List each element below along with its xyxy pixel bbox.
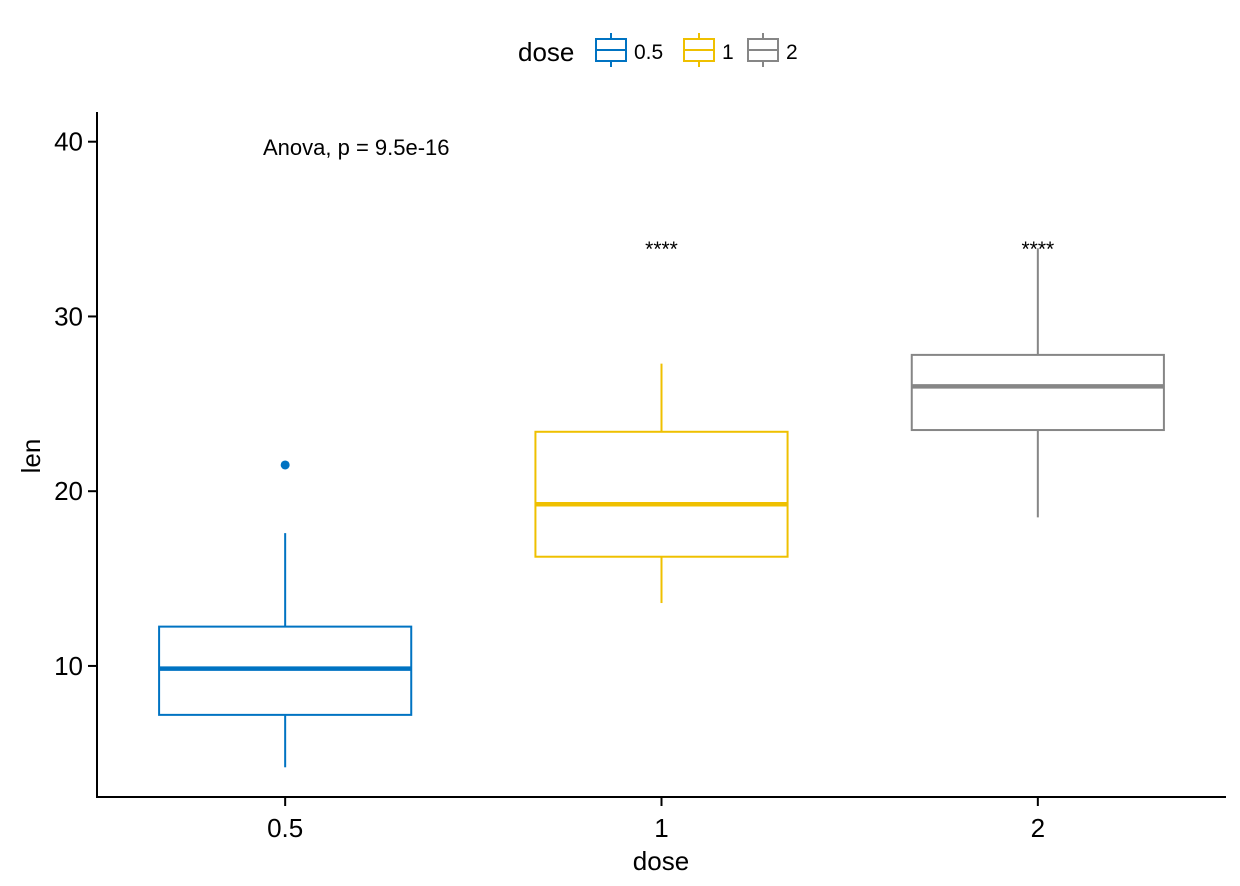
legend: dose 0.5 1 2 bbox=[518, 33, 798, 67]
x-tick-label: 0.5 bbox=[267, 813, 303, 843]
legend-item-2: 2 bbox=[747, 33, 798, 67]
y-tick-label: 20 bbox=[54, 476, 83, 506]
significance-label: **** bbox=[645, 238, 678, 261]
box-0.5 bbox=[158, 460, 413, 768]
legend-item-1: 1 bbox=[683, 33, 734, 67]
y-axis-label: len bbox=[16, 439, 46, 474]
box-1: **** bbox=[534, 238, 789, 604]
box-2: **** bbox=[910, 238, 1165, 518]
x-tick-label: 1 bbox=[654, 813, 668, 843]
axes: dose len 10 20 30 40 0.5 1 2 bbox=[16, 112, 1226, 876]
x-tick-label: 2 bbox=[1031, 813, 1045, 843]
y-tick-label: 40 bbox=[54, 127, 83, 157]
outlier-point bbox=[280, 460, 290, 470]
y-tick-label: 30 bbox=[54, 301, 83, 331]
significance-label: **** bbox=[1021, 238, 1054, 261]
legend-label: 1 bbox=[722, 41, 734, 64]
legend-item-0.5: 0.5 bbox=[595, 33, 663, 67]
plot-area: **** **** bbox=[158, 238, 1165, 768]
legend-label: 2 bbox=[786, 41, 798, 64]
x-axis-label: dose bbox=[633, 846, 689, 876]
iqr-box bbox=[910, 353, 1165, 432]
iqr-box bbox=[534, 430, 789, 558]
legend-label: 0.5 bbox=[634, 41, 663, 64]
anova-annotation: Anova, p = 9.5e-16 bbox=[263, 135, 450, 160]
y-tick-label: 10 bbox=[54, 651, 83, 681]
legend-title: dose bbox=[518, 37, 574, 67]
